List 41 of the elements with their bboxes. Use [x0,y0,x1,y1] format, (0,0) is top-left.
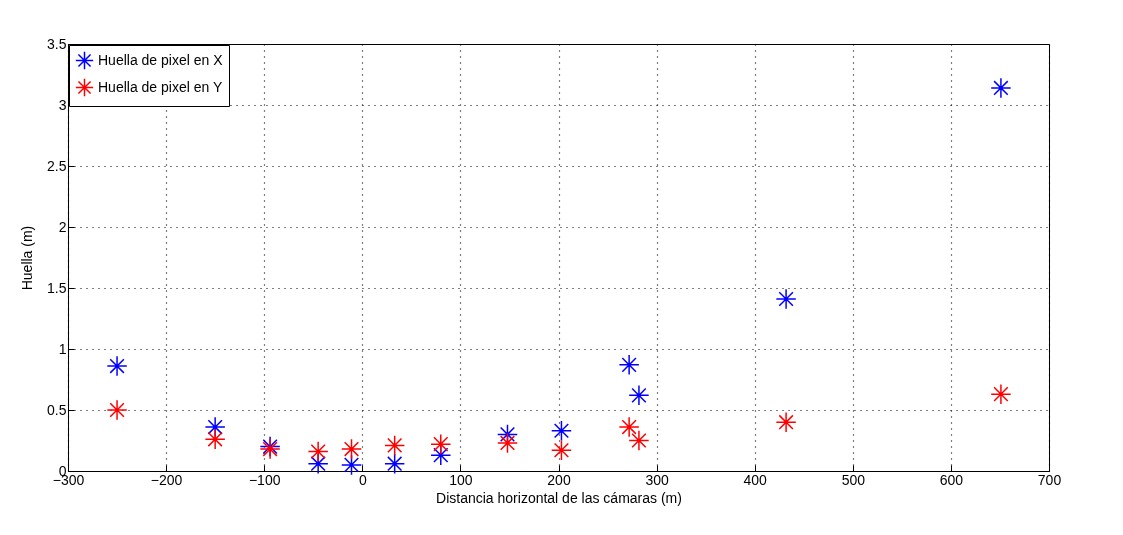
x-axis-title: Distancia horizontal de las cámaras (m) [436,489,682,506]
point [618,354,640,376]
y-axis-title: Huella (m) [19,225,36,291]
x-tick-label: 100 [449,471,473,488]
point [618,416,640,438]
point [430,433,452,455]
point [990,383,1012,405]
x-tick-label: 400 [743,471,768,488]
x-tick-label: 600 [939,471,964,488]
point [990,77,1012,99]
y-tick-label: 2 [58,218,67,235]
point [384,453,406,475]
x-tick-label: −200 [150,471,183,488]
point [628,384,650,406]
x-tick-label: 200 [547,471,571,488]
point [307,440,329,462]
x-tick-label: 700 [1037,471,1062,488]
point [204,428,226,450]
point [775,288,797,310]
x-tick-label: −100 [248,471,281,488]
y-tick-label: 3.5 [47,35,67,52]
legend-label: Huella de pixel en Y [98,78,223,95]
point [341,438,363,460]
point [106,399,128,421]
legend-label: Huella de pixel en X [98,51,224,68]
y-tick-label: 2.5 [47,157,67,174]
y-tick-label: 1 [58,340,67,357]
point [775,411,797,433]
point [628,430,650,451]
point [550,420,572,442]
y-tick-label: 1.5 [47,279,67,296]
y-tick-label: 0.5 [47,401,67,418]
point [384,434,406,456]
point [496,432,518,454]
point [307,453,329,475]
y-tick-label: 3 [58,96,67,113]
x-tick-label: 500 [841,471,866,488]
x-tick-label: 300 [645,471,669,488]
x-tick-label: 0 [358,471,367,488]
point [106,355,128,377]
point [550,439,572,461]
